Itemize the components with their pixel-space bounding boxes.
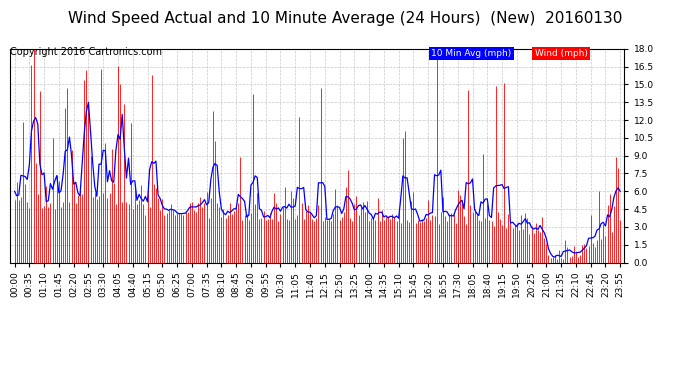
- Text: Wind (mph): Wind (mph): [535, 49, 588, 58]
- Text: Copyright 2016 Cartronics.com: Copyright 2016 Cartronics.com: [10, 47, 162, 57]
- Text: Wind Speed Actual and 10 Minute Average (24 Hours)  (New)  20160130: Wind Speed Actual and 10 Minute Average …: [68, 11, 622, 26]
- Text: 10 Min Avg (mph): 10 Min Avg (mph): [431, 49, 511, 58]
